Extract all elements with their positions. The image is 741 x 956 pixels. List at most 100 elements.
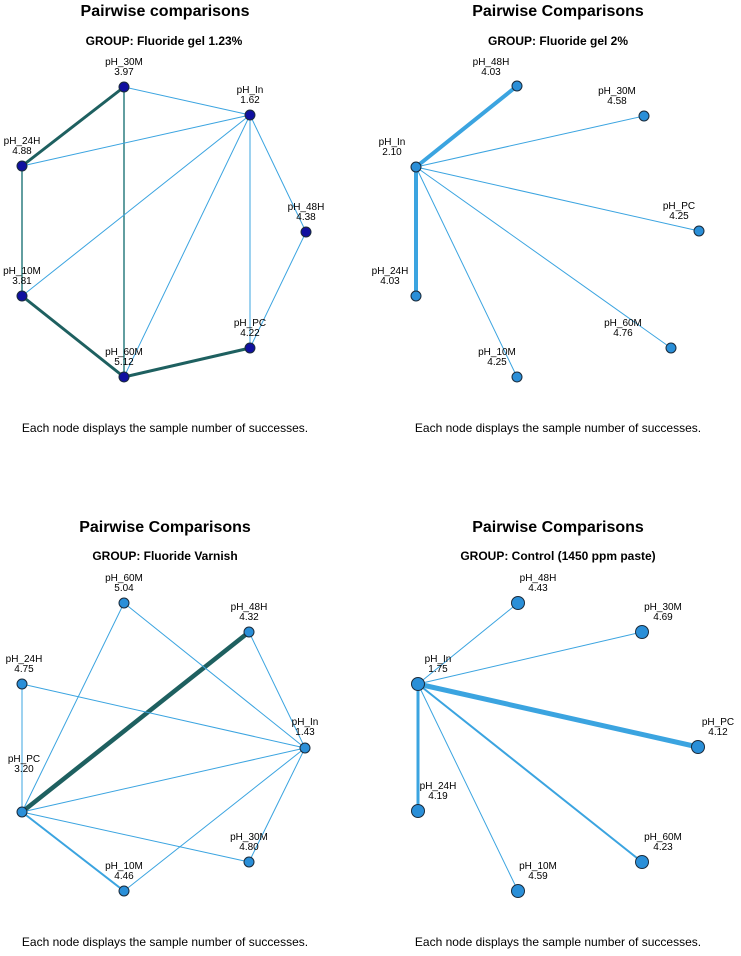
node-value-label: 4.88 [12,146,32,157]
node-name-label: pH_30M [105,57,143,68]
node-pH_30M [118,81,130,93]
node-name-label: pH_PC [663,201,695,212]
node-value-label: 1.62 [240,95,260,106]
node-name-label: pH_24H [420,781,457,792]
node-name-label: pH_10M [105,861,143,872]
edge-pH_48H-pH_PC [249,231,307,349]
node-value-label: 4.46 [114,871,134,882]
node-value-label: 3.97 [114,67,134,78]
edge-pH_PC-pH_10M [21,811,125,892]
edge-pH_60M-pH_In [123,602,306,749]
node-name-label: pH_48H [473,57,510,68]
node-value-label: 4.38 [296,212,316,223]
node-pH_10M [511,371,523,383]
node-value-label: 4.19 [428,791,448,802]
node-pH_48H [243,626,255,638]
edge-pH_PC-pH_30M [21,811,250,863]
edge-pH_In-pH_30M [417,631,643,685]
edge-pH_PC-pH_60M [21,602,125,813]
node-value-label: 4.03 [380,276,400,287]
node-pH_30M [243,856,255,868]
edge-pH_48H-pH_In [249,114,307,233]
node-name-label: pH_24H [372,266,409,277]
node-name-label: pH_PC [702,717,734,728]
edge-pH_30M-pH_In [123,86,251,116]
node-pH_60M [665,342,677,354]
edge-pH_In-pH_48H [417,602,519,685]
node-name-label: pH_24H [6,654,43,665]
node-name-label: pH_PC [8,754,40,765]
node-pH_In [244,109,256,121]
node-pH_24H [411,804,425,818]
node-name-label: pH_60M [105,573,143,584]
edge-pH_PC-pH_48H [19,629,252,815]
panel-subtitle: GROUP: Fluoride gel 2% [488,34,628,48]
node-name-label: pH_30M [598,86,636,97]
node-value-label: 4.69 [653,612,673,623]
node-value-label: 4.59 [528,871,548,882]
node-name-label: pH_30M [644,602,682,613]
node-name-label: pH_10M [478,347,516,358]
panel-title: Pairwise comparisons [81,3,250,20]
edge-pH_In-pH_10M [415,166,518,378]
node-name-label: pH_30M [230,832,268,843]
edge-pH_10M-pH_60M [20,294,126,379]
node-value-label: 4.23 [653,842,673,853]
node-pH_10M [16,290,28,302]
node-name-label: pH_10M [519,861,557,872]
node-pH_10M [118,885,130,897]
node-name-label: pH_In [425,654,452,665]
node-name-label: pH_10M [3,266,41,277]
node-name-label: pH_48H [231,602,268,613]
node-name-label: pH_In [379,137,406,148]
node-value-label: 4.22 [240,328,260,339]
node-pH_60M [635,855,649,869]
node-pH_30M [638,110,650,122]
node-name-label: pH_In [292,717,319,728]
node-value-label: 1.75 [428,664,448,675]
node-name-label: pH_PC [234,318,266,329]
panel-footnote: Each node displays the sample number of … [22,935,308,949]
panel-footnote: Each node displays the sample number of … [415,935,701,949]
node-value-label: 4.32 [239,612,259,623]
edge-pH_In-pH_60M [417,683,643,863]
panel-subtitle: GROUP: Fluoride gel 1.23% [86,34,243,48]
panel-subtitle: GROUP: Fluoride Varnish [92,549,237,563]
edge-pH_60M-pH_PC [122,346,252,379]
node-name-label: pH_60M [105,347,143,358]
node-value-label: 4.80 [239,842,259,853]
panel-fluoride-gel-2: Pairwise Comparisons GROUP: Fluoride gel… [372,3,705,435]
node-value-label: 5.12 [114,357,134,368]
node-pH_48H [511,80,523,92]
node-pH_30M [635,625,649,639]
node-name-label: pH_48H [520,573,557,584]
node-value-label: 1.43 [295,727,315,738]
edge-pH_24H-pH_In [21,114,251,167]
edge-pH_48H-pH_In [248,631,306,749]
edge-pH_24H-pH_In [21,683,306,749]
node-pH_PC [244,342,256,354]
node-pH_60M [118,371,130,383]
edge-layer [19,602,306,892]
node-name-label: pH_60M [644,832,682,843]
edge-layer [414,84,700,378]
node-pH_In [410,161,422,173]
node-value-label: 4.12 [708,727,728,738]
node-value-label: 3.81 [12,276,32,287]
node-value-label: 2.10 [382,147,402,158]
edge-pH_In-pH_48H [414,84,519,169]
node-value-label: 4.75 [14,664,34,675]
node-pH_48H [511,596,525,610]
node-value-label: 4.43 [528,583,548,594]
node-pH_24H [410,290,422,302]
node-value-label: 4.03 [481,67,501,78]
node-pH_PC [16,806,28,818]
node-pH_In [299,742,311,754]
node-pH_10M [511,884,525,898]
edge-pH_In-pH_60M [415,166,672,349]
node-pH_60M [118,597,130,609]
